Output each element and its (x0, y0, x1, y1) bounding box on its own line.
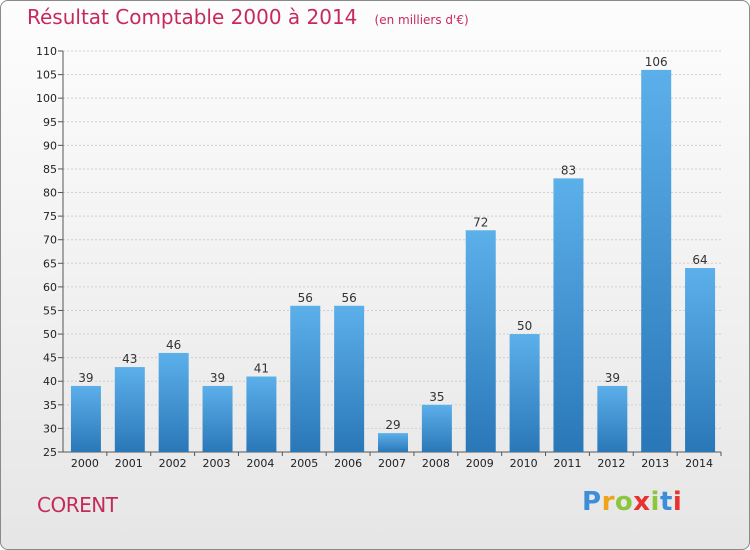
bar-value-label: 41 (254, 362, 269, 376)
x-tick-label: 2002 (159, 457, 187, 470)
y-tick-label: 55 (43, 304, 57, 317)
y-tick-label: 95 (43, 116, 57, 129)
bar (246, 376, 277, 452)
logo-letter: x (633, 487, 651, 517)
bar-value-label: 39 (210, 371, 225, 385)
bar (70, 385, 101, 452)
chart-subtitle: (en milliers d'€) (374, 13, 469, 27)
bar-value-label: 56 (341, 291, 356, 305)
y-tick-label: 40 (43, 375, 57, 388)
logo-letter: r (601, 487, 615, 517)
y-tick-label: 30 (43, 422, 57, 435)
x-tick-label: 2001 (115, 457, 143, 470)
bar (158, 352, 189, 452)
x-tick-label: 2007 (378, 457, 406, 470)
y-tick-label: 75 (43, 210, 57, 223)
bar-value-label: 39 (605, 371, 620, 385)
bar-value-label: 35 (429, 390, 444, 404)
chart-title-block: Résultat Comptable 2000 à 2014 (en milli… (27, 5, 469, 29)
x-tick-label: 2008 (422, 457, 450, 470)
bar (202, 385, 233, 452)
x-tick-label: 2010 (510, 457, 538, 470)
y-tick-label: 50 (43, 328, 57, 341)
y-tick-label: 90 (43, 139, 57, 152)
bar (290, 305, 321, 452)
bar-value-label: 106 (645, 55, 668, 69)
labels: 25 30 35 40 45 50 55 60 65 70 75 80 85 90 95 100 105 110 3… (36, 45, 713, 470)
bar (465, 230, 496, 452)
bar (641, 69, 672, 452)
x-tick-label: 2006 (334, 457, 362, 470)
bar-value-label: 29 (385, 418, 400, 432)
bar (334, 305, 365, 452)
y-tick-label: 100 (36, 92, 57, 105)
logo-letter: i (672, 487, 683, 517)
y-tick-label: 70 (43, 234, 57, 247)
x-tick-label: 2011 (553, 457, 581, 470)
y-tick-label: 60 (43, 281, 57, 294)
y-tick-label: 65 (43, 257, 57, 270)
y-tick-label: 105 (36, 69, 57, 82)
bar (378, 433, 408, 452)
x-tick-label: 2005 (290, 457, 318, 470)
x-tick-label: 2000 (71, 457, 99, 470)
bar-value-label: 64 (692, 253, 707, 267)
bar-value-label: 83 (561, 163, 576, 177)
bar (597, 385, 628, 452)
x-tick-label: 2014 (685, 457, 713, 470)
logo-letter: o (614, 487, 634, 517)
x-tick-label: 2009 (466, 457, 494, 470)
commune-name: CORENT (37, 493, 118, 517)
bar-value-label: 56 (298, 291, 313, 305)
y-tick-label: 110 (36, 45, 57, 58)
bar-value-label: 43 (122, 352, 137, 366)
bar-value-label: 72 (473, 215, 488, 229)
logo-letter: P (582, 487, 602, 517)
bar (553, 178, 584, 452)
proxiti-logo: Proxiti (582, 487, 682, 517)
y-tick-label: 85 (43, 163, 57, 176)
x-tick-label: 2004 (246, 457, 274, 470)
chart-title: Résultat Comptable 2000 à 2014 (27, 5, 358, 29)
y-tick-label: 35 (43, 399, 57, 412)
bars (70, 69, 716, 452)
x-tick-label: 2012 (597, 457, 625, 470)
bar (685, 268, 716, 452)
bar-value-label: 50 (517, 319, 532, 333)
y-tick-label: 25 (43, 446, 57, 459)
logo-letter: t (659, 487, 673, 517)
x-tick-label: 2013 (641, 457, 669, 470)
bar (509, 334, 540, 452)
bar-value-label: 46 (166, 338, 181, 352)
logo-letter: i (650, 487, 660, 517)
y-tick-label: 80 (43, 187, 57, 200)
bar (114, 367, 145, 452)
y-tick-label: 45 (43, 352, 57, 365)
bar-value-label: 39 (78, 371, 93, 385)
x-tick-label: 2003 (203, 457, 231, 470)
bar (421, 404, 452, 452)
